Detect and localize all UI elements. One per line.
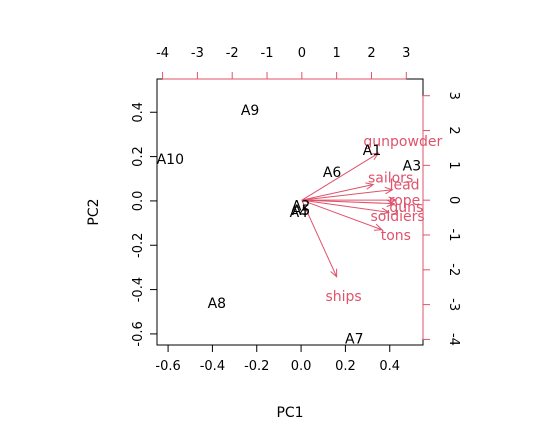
variable-label: lead <box>390 177 420 193</box>
observation-label: A8 <box>208 296 226 312</box>
y-axis-title: PC2 <box>86 198 102 225</box>
right-tick-label: -4 <box>446 333 461 346</box>
observation-label: A7 <box>345 331 363 347</box>
variable-label: gunpowder <box>363 134 442 150</box>
x-tick-label: 0.4 <box>379 359 400 374</box>
top-tick-label: 2 <box>367 46 375 61</box>
y-tick-label: 0.0 <box>131 191 146 212</box>
variable-arrow <box>301 199 396 208</box>
x-tick-label: -0.2 <box>244 359 269 374</box>
y-tick-label: -0.2 <box>131 233 146 258</box>
variable-arrow <box>301 199 384 231</box>
variable-arrow <box>301 152 380 201</box>
x-tick-label: -0.4 <box>200 359 225 374</box>
observation-label: A3 <box>403 158 421 174</box>
top-tick-label: -2 <box>226 46 239 61</box>
variable-arrows <box>301 152 398 278</box>
observation-label: A9 <box>241 103 259 119</box>
observation-label: A5 <box>292 203 310 219</box>
y-tick-label: -0.6 <box>131 321 146 346</box>
right-tick-label: 0 <box>446 196 461 204</box>
top-tick-label: -1 <box>261 46 274 61</box>
observation-label: A1 <box>363 143 381 159</box>
variable-label: soldiers <box>370 209 424 225</box>
top-tick-label: -4 <box>156 46 169 61</box>
right-tick-label: -3 <box>446 298 461 311</box>
right-tick-label: -1 <box>446 228 461 241</box>
y-axis-left: -0.6 -0.4 -0.2 0.0 0.2 0.4 <box>131 102 158 347</box>
observation-label: A2 <box>292 198 310 214</box>
y-tick-label: -0.4 <box>131 277 146 302</box>
x-axis-top: -4 -3 -2 -1 0 1 2 3 <box>156 46 410 80</box>
x-tick-label: -0.6 <box>155 359 180 374</box>
observation-label: A10 <box>157 152 184 168</box>
right-tick-label: -2 <box>446 263 461 276</box>
x-axis-bottom: -0.6 -0.4 -0.2 0.0 0.2 0.4 <box>155 344 400 374</box>
top-tick-label: -3 <box>191 46 204 61</box>
variable-arrow <box>301 186 394 201</box>
x-tick-label: 0.2 <box>335 359 356 374</box>
variable-arrow <box>301 199 338 278</box>
variable-label: tons <box>381 228 411 244</box>
variable-label: sailors <box>368 171 413 187</box>
y-axis-right: -4 -3 -2 -1 0 1 2 3 <box>422 92 461 346</box>
variable-arrow <box>301 182 375 201</box>
variable-label: ships <box>325 289 361 305</box>
top-tick-label: 0 <box>298 46 306 61</box>
y-tick-label: 0.4 <box>131 102 146 123</box>
right-tick-label: 1 <box>446 161 461 169</box>
right-tick-label: 3 <box>446 92 461 100</box>
variable-label: guns <box>389 200 423 216</box>
top-tick-label: 3 <box>402 46 410 61</box>
top-tick-label: 1 <box>333 46 341 61</box>
observation-label: A6 <box>323 165 342 181</box>
x-axis-title: PC1 <box>276 405 303 421</box>
y-tick-label: 0.2 <box>131 146 146 167</box>
variable-arrow <box>301 199 391 216</box>
right-tick-label: 2 <box>446 126 461 134</box>
x-tick-label: 0.0 <box>291 359 312 374</box>
variable-label: rope <box>389 193 421 209</box>
observation-label: A4 <box>290 205 309 221</box>
